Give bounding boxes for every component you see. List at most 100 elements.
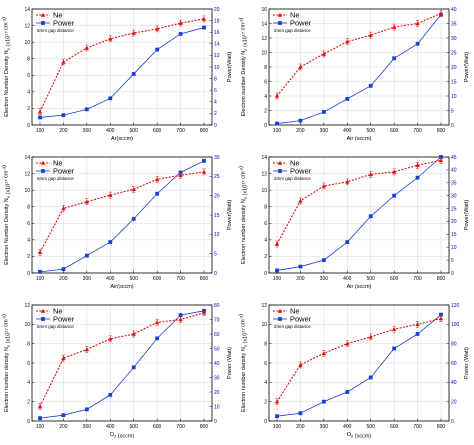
legend-label-ne: Ne bbox=[290, 11, 300, 20]
data-point-ne bbox=[37, 109, 43, 114]
tick-label-x: 600 bbox=[153, 128, 162, 134]
data-point-power bbox=[275, 121, 279, 126]
tick-label-left: 2 bbox=[27, 254, 30, 260]
tick-label-right: 30 bbox=[214, 375, 220, 381]
plot-frame bbox=[31, 156, 213, 274]
tick-label-right: 60 bbox=[451, 361, 457, 367]
tick-label-x: 500 bbox=[367, 276, 376, 282]
tick-label-x: 800 bbox=[437, 424, 446, 430]
legend-marker-power bbox=[41, 21, 45, 25]
tick-label-left: 12 bbox=[261, 303, 267, 309]
tick-label-left: 2 bbox=[264, 399, 267, 405]
chart-svg-2: 0 2 4 6 8 10 12 14 16 100 200 300 400 500 600 700 800 0 5 1… bbox=[239, 7, 471, 142]
tick-label-x: 100 bbox=[36, 276, 45, 282]
tick-label-left: 2 bbox=[27, 399, 30, 405]
data-point-ne bbox=[84, 199, 90, 204]
legend-marker-ne bbox=[40, 12, 46, 17]
data-point-power bbox=[415, 175, 420, 180]
tick-label-x: 200 bbox=[296, 128, 305, 134]
tick-label-left: 10 bbox=[261, 188, 267, 194]
chart-panel-1: 0 2 4 6 8 10 12 14 100 200 300 400 500 600 700 800 0 2 4 6 8… bbox=[0, 0, 237, 148]
tick-label-left: 12 bbox=[261, 171, 267, 177]
tick-label-left: 6 bbox=[264, 361, 267, 367]
tick-label-x: 600 bbox=[390, 276, 399, 282]
tick-label-left: 12 bbox=[24, 303, 30, 309]
legend-marker-power bbox=[278, 317, 282, 321]
tick-label-x: 200 bbox=[59, 276, 68, 282]
tick-label-x: 800 bbox=[200, 276, 209, 282]
plot-frame bbox=[31, 8, 213, 126]
tick-label-x: 400 bbox=[106, 424, 115, 430]
data-point-ne bbox=[201, 169, 207, 174]
legend-marker-power bbox=[278, 169, 282, 173]
y2-axis-label: Power(Watt) bbox=[227, 200, 233, 231]
data-point-power bbox=[368, 83, 373, 88]
data-point-power bbox=[202, 158, 206, 163]
x-axis-label: Ar(sccm) bbox=[111, 136, 133, 142]
tick-label-left: 10 bbox=[261, 322, 267, 328]
tick-label-left: 12 bbox=[261, 36, 267, 42]
tick-label-right: 60 bbox=[214, 332, 220, 338]
data-point-power bbox=[61, 113, 66, 118]
x-axis-label: Air (sccm) bbox=[347, 136, 372, 142]
tick-label-right: 5 bbox=[451, 108, 454, 114]
series-line-ne bbox=[276, 317, 442, 402]
tick-label-x: 300 bbox=[83, 424, 92, 430]
data-point-ne bbox=[61, 355, 66, 360]
y2-axis-label: Power(Watt) bbox=[464, 200, 470, 231]
data-point-ne bbox=[61, 206, 66, 211]
series-line-ne bbox=[276, 159, 442, 245]
data-point-power bbox=[321, 258, 326, 263]
series-line-ne bbox=[276, 12, 442, 97]
gap-distance-annotation: 5mm gap distance bbox=[37, 28, 74, 33]
data-point-ne bbox=[368, 334, 373, 339]
tick-label-x: 400 bbox=[343, 276, 352, 282]
tick-label-right: 10 bbox=[214, 232, 220, 238]
tick-label-x: 600 bbox=[153, 276, 162, 282]
y2-axis-label: Power (Watt) bbox=[227, 347, 233, 379]
series-line-ne bbox=[39, 312, 205, 407]
data-point-power bbox=[275, 414, 279, 419]
legend-marker-ne bbox=[277, 308, 283, 313]
data-point-power bbox=[368, 375, 373, 380]
tick-label-left: 6 bbox=[27, 221, 30, 227]
tick-label-right: 5 bbox=[214, 251, 217, 257]
tick-label-x: 600 bbox=[390, 128, 399, 134]
x-axis-label: Air(sccm) bbox=[110, 284, 133, 290]
tick-label-x: 800 bbox=[200, 424, 209, 430]
chart-svg-5: 0 2 4 6 8 10 12 100 200 300 400 500 600 700 800 0 10 20 30… bbox=[2, 303, 234, 440]
tick-label-right: 0 bbox=[214, 419, 217, 425]
data-point-ne bbox=[438, 316, 444, 321]
tick-label-right: 18 bbox=[214, 18, 220, 24]
legend-label-power: Power bbox=[290, 315, 312, 324]
data-point-ne bbox=[368, 32, 373, 37]
data-point-power bbox=[38, 416, 42, 420]
data-point-power bbox=[392, 193, 397, 198]
series-line-power bbox=[39, 310, 205, 419]
plot-frame bbox=[31, 304, 213, 422]
tick-label-right: 0 bbox=[451, 271, 454, 277]
tick-label-left: 8 bbox=[27, 341, 30, 347]
data-point-power bbox=[415, 41, 420, 46]
tick-label-x: 300 bbox=[83, 276, 92, 282]
tick-label-x: 300 bbox=[83, 128, 92, 134]
chart-panel-6: 0 2 4 6 8 10 12 100 200 300 400 500 600 700 800 0 20 40 60… bbox=[237, 296, 474, 444]
tick-label-x: 500 bbox=[130, 276, 139, 282]
y2-axis-label: Power (Watt) bbox=[464, 347, 470, 379]
plot-frame bbox=[268, 156, 450, 274]
data-point-ne bbox=[415, 21, 420, 26]
tick-label-right: 20 bbox=[214, 7, 220, 13]
tick-label-left: 8 bbox=[264, 65, 267, 71]
legend-marker-ne bbox=[40, 308, 46, 313]
tick-label-left: 14 bbox=[24, 155, 30, 161]
data-point-ne bbox=[178, 173, 183, 177]
tick-label-left: 4 bbox=[27, 380, 30, 386]
tick-label-left: 0 bbox=[27, 271, 30, 277]
data-point-power bbox=[108, 240, 113, 244]
tick-label-right: 80 bbox=[214, 303, 220, 309]
tick-label-right: 120 bbox=[451, 303, 460, 309]
legend-marker-power bbox=[41, 169, 45, 173]
tick-label-right: 70 bbox=[214, 317, 220, 323]
tick-label-right: 30 bbox=[451, 193, 457, 199]
tick-label-x: 700 bbox=[176, 276, 185, 282]
